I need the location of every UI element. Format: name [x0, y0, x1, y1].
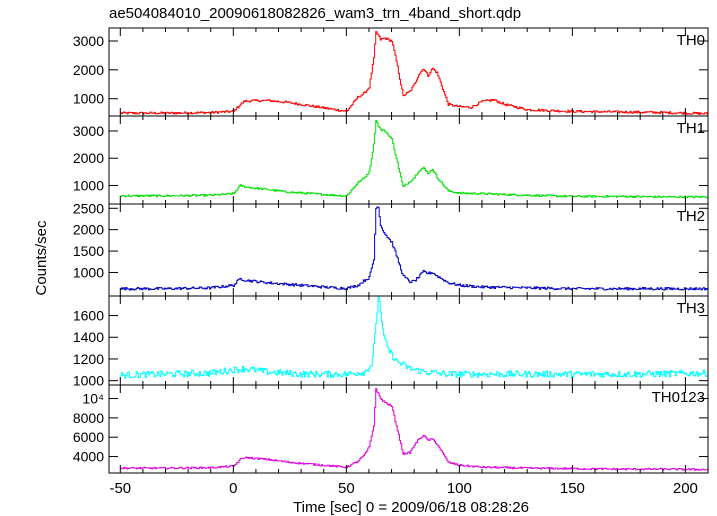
x-tick-label: 50: [338, 480, 355, 497]
y-tick-label: 1200: [73, 351, 104, 367]
y-tick-label: 3000: [73, 33, 104, 49]
panel-th0123: 4000 6000 8000 10⁴ TH0123: [73, 384, 709, 474]
series-line-th0123: [120, 388, 708, 471]
panels: 1000 2000 3000 TH0 1000 2000 3000 TH1 1000 1500 20…: [73, 27, 709, 474]
panel-label-th2: TH2: [677, 208, 705, 225]
panel-frame: [108, 203, 709, 297]
y-tick-label: 2000: [73, 222, 104, 238]
y-tick-label: 2000: [73, 62, 104, 78]
y-tick-label: 4000: [73, 449, 104, 465]
x-tick-labels: -50 0 50 100 150 200: [109, 480, 697, 497]
y-tick-label: 2500: [73, 200, 104, 216]
x-tick-label: 200: [673, 480, 698, 497]
panel-label-th3: TH3: [677, 300, 705, 317]
panel-label-th0: TH0: [677, 32, 705, 49]
x-tick-label: 100: [447, 480, 472, 497]
y-tick-label: 1000: [73, 91, 104, 107]
y-tick-label: 10⁴: [82, 391, 104, 407]
panel-frame: [108, 115, 709, 205]
y-tick-label: 1600: [73, 308, 104, 324]
x-tick-label: 0: [229, 480, 237, 497]
chart-title: ae504084010_20090618082826_wam3_trn_4ban…: [109, 5, 521, 22]
y-tick-label: 1000: [73, 373, 104, 389]
panel-th2: 1000 1500 2000 2500 TH2: [73, 200, 709, 297]
y-axis-label: Counts/sec: [33, 220, 50, 296]
x-tick-label: -50: [109, 480, 131, 497]
panel-frame: [108, 295, 709, 386]
series-line-th1: [120, 119, 708, 199]
panel-th3: 1000 1200 1400 1600 TH3: [73, 295, 709, 389]
panel-label-th1: TH1: [677, 120, 705, 137]
x-axis-label: Time [sec] 0 = 2009/06/18 08:28:26: [293, 499, 529, 516]
y-tick-label: 1000: [73, 177, 104, 193]
panel-th0: 1000 2000 3000 TH0: [73, 27, 709, 117]
panel-frame: [108, 27, 709, 117]
panel-frame: [108, 384, 709, 474]
y-tick-label: 1400: [73, 329, 104, 345]
y-tick-label: 2000: [73, 150, 104, 166]
y-tick-label: 1000: [73, 264, 104, 280]
series-line-th0: [120, 31, 708, 115]
series-line-th2: [120, 206, 708, 291]
panel-label-th0123: TH0123: [652, 389, 705, 406]
panel-th1: 1000 2000 3000 TH1: [73, 115, 709, 205]
y-tick-label: 8000: [73, 410, 104, 426]
y-tick-label: 1500: [73, 243, 104, 259]
x-tick-label: 150: [560, 480, 585, 497]
y-tick-label: 3000: [73, 123, 104, 139]
y-tick-label: 6000: [73, 429, 104, 445]
series-line-th3: [120, 296, 708, 379]
